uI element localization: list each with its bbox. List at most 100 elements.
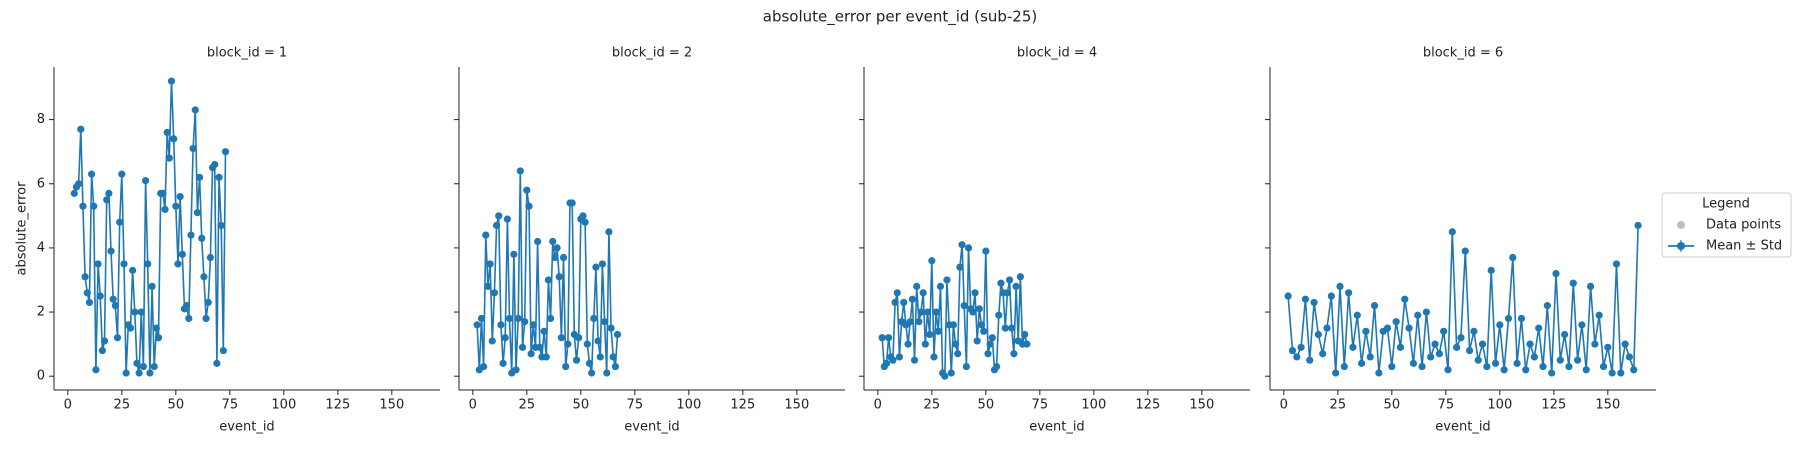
data-point <box>1595 311 1603 319</box>
data-point <box>103 196 111 204</box>
data-point <box>908 295 916 303</box>
data-point <box>198 234 206 242</box>
data-point <box>882 359 891 367</box>
data-point <box>1561 330 1569 339</box>
data-point <box>921 340 929 348</box>
x-tick-label: 125 <box>1135 398 1160 413</box>
y-tick-label: 6 <box>37 176 45 191</box>
data-point <box>572 356 581 364</box>
data-point <box>1288 346 1297 355</box>
data-point <box>1001 324 1009 332</box>
data-point <box>594 337 602 345</box>
series-line <box>73 81 227 374</box>
x-tick-label: 75 <box>222 398 239 413</box>
data-point <box>131 308 139 316</box>
data-point <box>1297 343 1305 351</box>
data-point <box>510 250 518 258</box>
data-point <box>1349 343 1357 351</box>
series-line <box>881 244 1028 379</box>
data-point <box>1366 353 1374 361</box>
data-point <box>126 324 135 332</box>
data-point <box>1556 356 1564 364</box>
data-point <box>943 276 951 284</box>
data-point <box>83 289 91 297</box>
x-tick-label: 75 <box>627 398 644 413</box>
data-point <box>1634 221 1642 230</box>
x-tick-label: 25 <box>519 398 536 413</box>
data-point <box>889 356 897 364</box>
data-point <box>549 237 557 246</box>
data-point <box>1336 282 1344 290</box>
data-point <box>555 273 563 281</box>
legend-title: Legend <box>1702 197 1750 212</box>
data-point <box>1591 340 1599 348</box>
data-point <box>1552 269 1560 278</box>
data-point <box>148 282 156 290</box>
x-tick-label: 150 <box>1189 398 1214 413</box>
data-point <box>1418 362 1426 371</box>
data-point <box>1362 327 1370 335</box>
data-point <box>1586 282 1595 290</box>
data-point <box>1517 314 1526 323</box>
data-point <box>1401 295 1409 303</box>
x-tick-label: 25 <box>1330 398 1347 413</box>
data-point <box>527 350 535 358</box>
data-point <box>1543 302 1551 310</box>
data-point <box>1370 302 1379 310</box>
data-point <box>1357 359 1366 367</box>
data-point <box>1306 356 1314 364</box>
data-point <box>1465 346 1474 355</box>
data-point <box>94 260 102 268</box>
data-point <box>915 318 923 326</box>
data-point <box>499 359 507 367</box>
data-point <box>1617 369 1625 377</box>
data-point <box>1608 369 1616 377</box>
data-point <box>613 330 622 339</box>
series-line <box>1287 225 1639 374</box>
data-point <box>564 340 572 348</box>
data-point <box>152 324 160 332</box>
figure-title: absolute_error per event_id (sub-25) <box>763 8 1037 27</box>
data-point <box>1012 282 1020 290</box>
data-point <box>951 340 960 348</box>
y-tick-label: 4 <box>37 240 45 255</box>
data-point <box>529 321 537 329</box>
data-point <box>1539 362 1547 371</box>
x-axis-label: event_id <box>1029 420 1084 435</box>
data-point <box>906 318 914 326</box>
x-axis-label: event_id <box>624 420 679 435</box>
data-point <box>1487 266 1495 274</box>
data-point <box>477 314 486 323</box>
data-point <box>1405 324 1413 332</box>
data-point <box>521 318 529 326</box>
data-point <box>206 253 214 262</box>
data-point <box>1513 359 1521 367</box>
data-point <box>167 77 176 85</box>
data-point <box>172 202 180 210</box>
data-point <box>178 250 186 258</box>
data-point <box>170 135 178 143</box>
data-point <box>579 212 587 220</box>
panel-title: block_id = 2 <box>612 46 692 61</box>
data-point <box>1526 340 1534 348</box>
data-point <box>488 337 496 345</box>
data-point <box>546 314 555 323</box>
data-point <box>98 346 106 355</box>
data-point <box>1491 359 1500 367</box>
data-point <box>917 308 925 316</box>
data-point <box>607 324 615 332</box>
data-point <box>956 263 964 271</box>
data-point <box>1340 362 1348 371</box>
data-point <box>1478 340 1487 348</box>
data-point <box>585 359 594 367</box>
data-point <box>501 334 509 342</box>
data-point <box>1569 279 1577 287</box>
data-point <box>90 202 98 210</box>
data-point <box>1431 340 1439 348</box>
data-point <box>187 231 195 239</box>
data-point <box>111 302 119 310</box>
data-point <box>980 327 988 335</box>
data-point <box>930 353 938 361</box>
data-point <box>518 343 527 351</box>
data-point <box>87 170 96 178</box>
